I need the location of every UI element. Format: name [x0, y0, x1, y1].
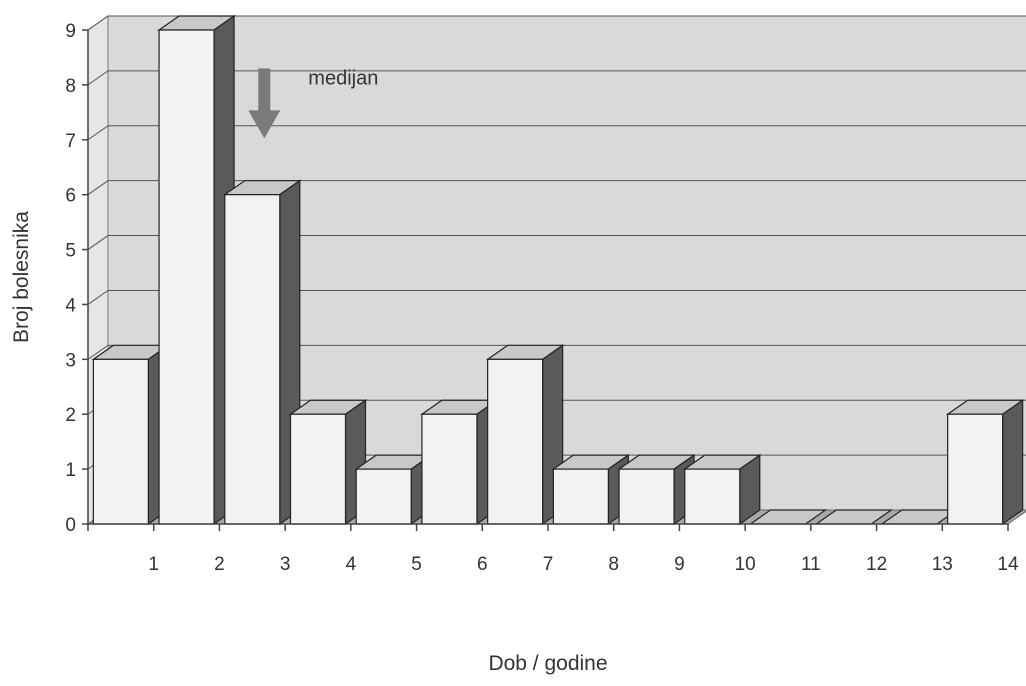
- x-tick-label: 11: [801, 554, 821, 575]
- bar-side: [1002, 399, 1024, 526]
- bar-front: [947, 413, 1004, 525]
- y-axis: 0 1 2 3 4 5 6 7 8 9: [65, 21, 89, 536]
- x-tick-label: 7: [543, 554, 554, 575]
- bar: [420, 399, 499, 526]
- bar-front: [289, 413, 347, 525]
- bar: [354, 453, 434, 526]
- x-axis-label: Dob / godine: [488, 652, 607, 675]
- median-label: medijan: [308, 67, 378, 89]
- x-tick-label: 6: [477, 554, 488, 575]
- bar: [945, 399, 1025, 526]
- bar: [551, 453, 631, 526]
- bar-front: [355, 468, 412, 525]
- x-tick-label: 5: [411, 554, 422, 575]
- y-tick-label: 5: [65, 241, 76, 262]
- x-tick-label: 13: [932, 554, 953, 575]
- bar-front: [92, 358, 149, 525]
- y-axis-label: Broj bolesnika: [10, 211, 33, 343]
- y-tick-label: 2: [65, 405, 76, 426]
- x-tick-label: 4: [346, 554, 357, 575]
- y-tick-label: 0: [65, 515, 76, 536]
- y-tick-label: 1: [65, 460, 76, 481]
- bar-front: [158, 29, 215, 525]
- gridline: [87, 125, 1026, 141]
- y-tick-label: 8: [65, 76, 76, 97]
- y-tick-label: 9: [65, 21, 76, 42]
- bar-front: [421, 413, 478, 525]
- bar: [288, 399, 368, 526]
- bar-front: [618, 468, 675, 525]
- y-tick-label: 3: [65, 350, 76, 371]
- median-arrow: [248, 68, 281, 139]
- bar: [157, 14, 236, 526]
- bar-front: [224, 194, 281, 525]
- bar-front: [487, 358, 544, 525]
- bar: [682, 453, 762, 526]
- x-tick-label: 14: [997, 554, 1019, 575]
- gridline: [87, 15, 1026, 31]
- y-tick-label: 4: [65, 295, 76, 316]
- bar: [91, 344, 171, 526]
- bars: [91, 14, 1025, 526]
- gridline: [87, 180, 1026, 196]
- y-tick-label: 7: [65, 131, 76, 152]
- x-tick-label: 1: [148, 554, 159, 575]
- x-axis: 1 2 3 4 5 6 7 8 9 10 11 12 13 14: [87, 523, 1019, 575]
- gridline: [87, 344, 1026, 360]
- bar: [485, 344, 565, 526]
- gridline: [87, 70, 1026, 86]
- x-tick-label: 8: [608, 554, 619, 575]
- x-tick-label: 10: [735, 554, 756, 575]
- bar: [617, 453, 696, 526]
- bar-front: [552, 468, 609, 525]
- x-tick-label: 12: [866, 554, 887, 575]
- gridline: [87, 289, 1026, 305]
- x-tick-label: 3: [280, 554, 291, 575]
- y-tick-label: 6: [65, 186, 76, 207]
- bar-front: [684, 468, 741, 525]
- x-tick-label: 9: [674, 554, 685, 575]
- x-tick-label: 2: [214, 554, 225, 575]
- gridline: [87, 235, 1026, 250]
- bar: [222, 179, 302, 526]
- median-annotation: medijan: [248, 67, 378, 139]
